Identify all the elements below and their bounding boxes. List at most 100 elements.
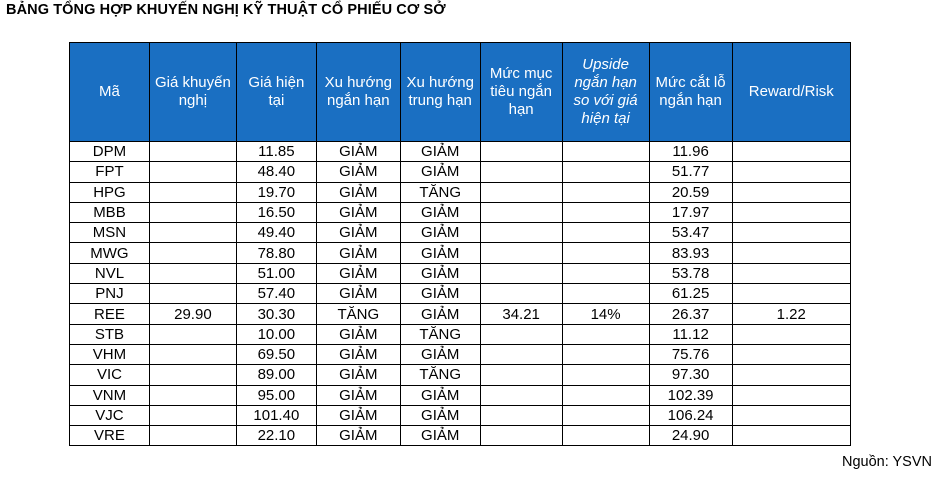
cell-gia-khuyen-nghi xyxy=(148,181,237,203)
cell-muc-cat-lo-ngan-han: 11.96 xyxy=(648,140,733,163)
cell-gia-khuyen-nghi xyxy=(148,384,237,406)
cell-gia-hien-tai: 101.40 xyxy=(235,404,317,427)
cell-gia-hien-tai: 78.80 xyxy=(235,242,317,264)
cell-ma: VIC xyxy=(69,364,150,386)
cell-xu-huong-ngan-han: GIẢM xyxy=(315,201,401,224)
cell-gia-hien-tai: 95.00 xyxy=(235,384,317,406)
cell-muc-cat-lo-ngan-han: 75.76 xyxy=(648,343,733,366)
cell-xu-huong-ngan-han: GIẢM xyxy=(315,283,401,305)
cell-xu-huong-trung-han: GIẢM xyxy=(399,384,481,406)
cell-muc-cat-lo-ngan-han: 61.25 xyxy=(648,283,733,305)
cell-muc-muc-tieu-ngan-han xyxy=(479,384,563,406)
cell-ma: MBB xyxy=(69,201,150,224)
cell-ma: VJC xyxy=(69,404,150,427)
header-reward-risk: Reward/Risk xyxy=(731,42,852,142)
cell-upside-ngan-han xyxy=(561,140,650,163)
cell-upside-ngan-han xyxy=(561,283,650,305)
table-row: MBB 16.50 GIẢM GIẢM 17.97 xyxy=(69,201,852,224)
cell-gia-hien-tai: 19.70 xyxy=(235,181,317,203)
table-row: VRE 22.10 GIẢM GIẢM 24.90 xyxy=(69,425,852,447)
cell-reward-risk xyxy=(731,404,852,427)
cell-gia-hien-tai: 57.40 xyxy=(235,283,317,305)
header-muc-muc-tieu-ngan-han: Mức mục tiêu ngắn hạn xyxy=(479,42,563,142)
cell-muc-cat-lo-ngan-han: 17.97 xyxy=(648,201,733,224)
cell-xu-huong-trung-han: GIẢM xyxy=(399,303,481,325)
cell-reward-risk xyxy=(731,384,852,406)
cell-muc-muc-tieu-ngan-han xyxy=(479,181,563,203)
cell-xu-huong-trung-han: GIẢM xyxy=(399,201,481,224)
cell-muc-muc-tieu-ngan-han xyxy=(479,283,563,305)
cell-gia-hien-tai: 69.50 xyxy=(235,343,317,366)
cell-muc-cat-lo-ngan-han: 24.90 xyxy=(648,425,733,447)
cell-gia-khuyen-nghi xyxy=(148,222,237,244)
table-row: PNJ 57.40 GIẢM GIẢM 61.25 xyxy=(69,283,852,305)
report-title: BẢNG TỔNG HỢP KHUYẾN NGHỊ KỸ THUẬT CỔ PH… xyxy=(6,2,446,18)
header-row: Mã Giá khuyến nghị Giá hiện tại Xu hướng ng… xyxy=(69,42,852,142)
cell-ma: MSN xyxy=(69,222,150,244)
cell-muc-cat-lo-ngan-han: 83.93 xyxy=(648,242,733,264)
cell-reward-risk xyxy=(731,242,852,264)
cell-reward-risk xyxy=(731,364,852,386)
header-gia-hien-tai: Giá hiện tại xyxy=(235,42,317,142)
header-ma: Mã xyxy=(69,42,150,142)
cell-gia-khuyen-nghi: 29.90 xyxy=(148,303,237,325)
cell-gia-hien-tai: 30.30 xyxy=(235,303,317,325)
cell-gia-khuyen-nghi xyxy=(148,161,237,183)
cell-upside-ngan-han xyxy=(561,364,650,386)
cell-xu-huong-trung-han: TĂNG xyxy=(399,364,481,386)
table-row: VJC 101.40 GIẢM GIẢM 106.24 xyxy=(69,404,852,427)
header-muc-cat-lo-ngan-han: Mức cắt lỗ ngắn hạn xyxy=(648,42,733,142)
cell-xu-huong-trung-han: GIẢM xyxy=(399,222,481,244)
cell-gia-khuyen-nghi xyxy=(148,242,237,264)
cell-reward-risk xyxy=(731,283,852,305)
cell-xu-huong-ngan-han: GIẢM xyxy=(315,343,401,366)
cell-xu-huong-ngan-han: GIẢM xyxy=(315,404,401,427)
table-row: REE 29.90 30.30 TĂNG GIẢM 34.21 14% 26.37 1.22 xyxy=(69,303,852,325)
cell-reward-risk: 1.22 xyxy=(731,303,852,325)
cell-gia-hien-tai: 49.40 xyxy=(235,222,317,244)
cell-xu-huong-ngan-han: GIẢM xyxy=(315,364,401,386)
cell-reward-risk xyxy=(731,323,852,345)
cell-gia-khuyen-nghi xyxy=(148,201,237,224)
cell-xu-huong-ngan-han: GIẢM xyxy=(315,161,401,183)
cell-muc-muc-tieu-ngan-han xyxy=(479,242,563,264)
cell-muc-muc-tieu-ngan-han: 34.21 xyxy=(479,303,563,325)
cell-ma: VNM xyxy=(69,384,150,406)
cell-reward-risk xyxy=(731,140,852,163)
table-row: DPM 11.85 GIẢM GIẢM 11.96 xyxy=(69,140,852,163)
cell-muc-muc-tieu-ngan-han xyxy=(479,140,563,163)
cell-xu-huong-trung-han: GIẢM xyxy=(399,425,481,447)
table-row: VHM 69.50 GIẢM GIẢM 75.76 xyxy=(69,343,852,366)
cell-upside-ngan-han xyxy=(561,201,650,224)
cell-muc-muc-tieu-ngan-han xyxy=(479,404,563,427)
cell-muc-cat-lo-ngan-han: 26.37 xyxy=(648,303,733,325)
cell-muc-cat-lo-ngan-han: 97.30 xyxy=(648,364,733,386)
cell-muc-cat-lo-ngan-han: 102.39 xyxy=(648,384,733,406)
cell-ma: FPT xyxy=(69,161,150,183)
cell-muc-cat-lo-ngan-han: 106.24 xyxy=(648,404,733,427)
cell-muc-muc-tieu-ngan-han xyxy=(479,425,563,447)
cell-gia-khuyen-nghi xyxy=(148,343,237,366)
recommendation-table: Mã Giá khuyến nghị Giá hiện tại Xu hướng ng… xyxy=(69,42,852,447)
cell-upside-ngan-han xyxy=(561,242,650,264)
cell-xu-huong-trung-han: GIẢM xyxy=(399,343,481,366)
cell-gia-hien-tai: 48.40 xyxy=(235,161,317,183)
cell-ma: VHM xyxy=(69,343,150,366)
cell-ma: VRE xyxy=(69,425,150,447)
cell-xu-huong-ngan-han: GIẢM xyxy=(315,181,401,203)
cell-gia-khuyen-nghi xyxy=(148,283,237,305)
table-row: NVL 51.00 GIẢM GIẢM 53.78 xyxy=(69,262,852,285)
cell-muc-muc-tieu-ngan-han xyxy=(479,364,563,386)
cell-xu-huong-ngan-han: GIẢM xyxy=(315,242,401,264)
header-xu-huong-ngan-han: Xu hướng ngắn hạn xyxy=(315,42,401,142)
cell-xu-huong-trung-han: GIẢM xyxy=(399,283,481,305)
cell-muc-muc-tieu-ngan-han xyxy=(479,262,563,285)
cell-xu-huong-trung-han: GIẢM xyxy=(399,140,481,163)
table-row: VNM 95.00 GIẢM GIẢM 102.39 xyxy=(69,384,852,406)
table-row: FPT 48.40 GIẢM GIẢM 51.77 xyxy=(69,161,852,183)
cell-xu-huong-trung-han: GIẢM xyxy=(399,161,481,183)
cell-xu-huong-trung-han: TĂNG xyxy=(399,181,481,203)
cell-xu-huong-ngan-han: GIẢM xyxy=(315,323,401,345)
cell-ma: HPG xyxy=(69,181,150,203)
cell-gia-khuyen-nghi xyxy=(148,262,237,285)
